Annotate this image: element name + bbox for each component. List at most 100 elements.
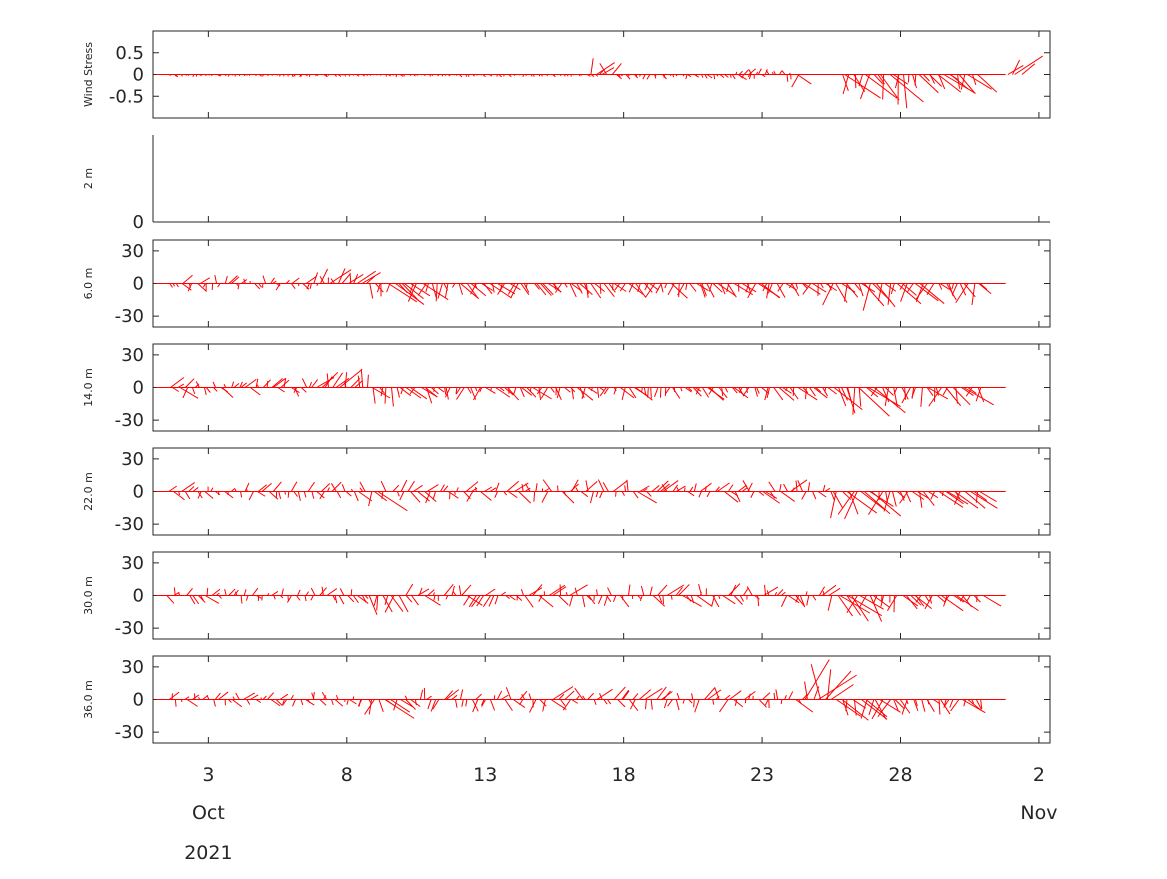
- panel-4-stick: [288, 492, 289, 498]
- panel-4-stick: [495, 492, 498, 498]
- panel-6-stick: [560, 700, 565, 706]
- panel-3-stick: [636, 388, 653, 401]
- panel-2-stick: [668, 284, 674, 295]
- panel-4-stick: [892, 492, 896, 507]
- panel-0-stick: [554, 75, 555, 76]
- panel-4-ytick-label-2: -30: [115, 514, 144, 535]
- panel-5-stick: [765, 585, 766, 596]
- panel-4-stick: [519, 492, 531, 504]
- panel-6-stick: [604, 700, 607, 705]
- panel-6-stick: [267, 693, 273, 700]
- panel-0-ytick-label-0: 0.5: [115, 43, 144, 64]
- panel-4-stick: [694, 484, 696, 492]
- panel-4-ytick-label-0: 30: [121, 449, 144, 470]
- panel-4-stick: [544, 488, 550, 491]
- panel-0-stick: [730, 75, 731, 78]
- panel-3-stick: [551, 388, 555, 393]
- xtick-label-0: 3: [202, 764, 214, 786]
- panel-4-stick: [360, 488, 363, 492]
- panel-0-stick: [714, 75, 715, 80]
- panel-4-stick: [784, 484, 788, 491]
- panel-2-ytick-label-1: 0: [133, 274, 144, 295]
- panel-5-stick: [570, 585, 588, 596]
- panel-4-stick: [455, 492, 456, 495]
- panel-0-stick: [766, 70, 769, 74]
- panel-2-stick: [200, 278, 209, 284]
- panel-2-stick: [203, 284, 205, 288]
- panel-3-ylabel: 14.0 m: [82, 368, 95, 407]
- panel-5-stick: [925, 596, 929, 602]
- panel-3-stick: [859, 388, 861, 407]
- panel-5-stick: [807, 596, 809, 606]
- panel-0-stick: [186, 75, 187, 76]
- panel-3-ytick-label-0: 30: [121, 345, 144, 366]
- panel-3-stick: [178, 384, 184, 387]
- panel-3-stick: [921, 388, 923, 407]
- panel-2-stick: [426, 284, 429, 292]
- panel-5-stick: [477, 596, 484, 607]
- panel-5-stick: [444, 584, 453, 595]
- panel-3-stick: [214, 388, 218, 392]
- panel-2-stick: [238, 284, 239, 290]
- panel-6-stick: [406, 700, 416, 710]
- panel-4-stick: [249, 492, 253, 501]
- panel-4-stick: [225, 492, 233, 498]
- panel-4-stick: [590, 492, 593, 504]
- panel-2-stick: [263, 276, 266, 284]
- panel-3-stick: [655, 388, 658, 397]
- panel-5-stick: [775, 592, 777, 595]
- panel-2-stick: [170, 284, 173, 288]
- panel-4-stick: [193, 487, 198, 491]
- panel-5-stick: [274, 596, 275, 600]
- panel-3-stick: [267, 381, 268, 387]
- panel-2-stick: [320, 269, 327, 283]
- panel-5-stick: [339, 596, 344, 605]
- panel-6-ylabel: 36.0 m: [82, 680, 95, 719]
- panel-2-stick: [438, 284, 442, 299]
- panel-0-stick: [247, 75, 248, 76]
- panel-2-stick: [396, 284, 424, 305]
- panel-4-stick: [308, 482, 314, 491]
- panel-5-ytick-label-0: 30: [121, 553, 144, 574]
- panel-4-stick: [684, 487, 685, 491]
- panel-5-stick: [462, 585, 471, 596]
- panel-6-stick: [236, 693, 240, 699]
- panel-6-stick: [386, 700, 394, 706]
- panel-2-stick: [767, 284, 770, 299]
- panel-3-stick: [702, 388, 708, 398]
- panel-5-stick: [758, 596, 759, 607]
- panel-6-stick: [497, 691, 501, 700]
- panel-6-stick: [490, 700, 494, 711]
- panel-5-stick: [699, 584, 702, 595]
- panel-4-stick: [508, 492, 517, 498]
- panel-5-stick: [282, 589, 284, 596]
- panel-6-stick: [175, 700, 176, 707]
- panel-6-stick: [789, 691, 793, 699]
- panel-2-stick: [636, 284, 646, 298]
- panel-5-stick: [641, 586, 644, 595]
- panel-3-stick: [358, 376, 360, 388]
- panel-2-stick: [387, 284, 390, 293]
- panel-0-stick: [445, 75, 446, 76]
- panel-6-stick: [831, 684, 853, 699]
- panel-3-ytick-label-2: -30: [115, 410, 144, 431]
- panel-5-stick: [459, 585, 461, 595]
- panel-2-stick: [291, 284, 295, 289]
- panel-6-stick: [575, 688, 583, 699]
- panel-0-stick: [612, 63, 621, 74]
- panel-3-stick: [180, 388, 198, 399]
- panel-5-stick: [495, 596, 498, 605]
- panel-6-stick: [192, 695, 198, 699]
- panel-4-stick: [912, 492, 924, 500]
- panel-2-stick: [972, 284, 975, 305]
- panel-2-stick: [259, 284, 262, 288]
- panel-2-stick: [863, 284, 870, 311]
- panel-6-stick: [320, 700, 326, 706]
- panel-6-stick: [391, 700, 410, 713]
- panel-3-stick: [397, 388, 399, 398]
- panel-2-stick: [225, 276, 227, 283]
- panel-4-stick: [476, 487, 477, 491]
- panel-6-stick: [460, 689, 462, 699]
- panel-6-stick: [349, 700, 356, 704]
- panel-4-stick: [707, 492, 710, 497]
